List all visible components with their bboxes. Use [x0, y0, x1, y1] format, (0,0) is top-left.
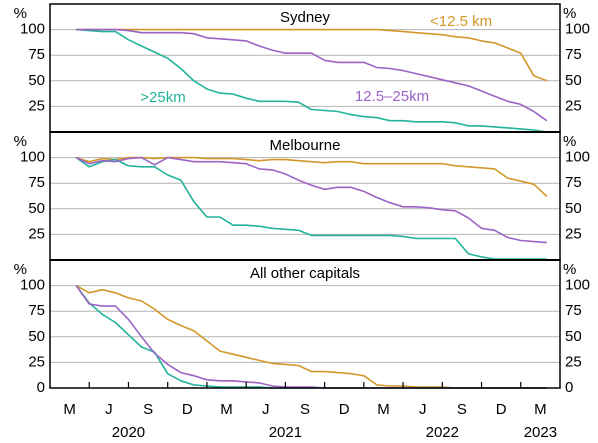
- series-label: >25km: [140, 89, 185, 106]
- y-axis-label-right: %: [563, 133, 576, 150]
- y-tick-label: 25: [28, 225, 45, 242]
- y-tick-label-right: 25: [565, 353, 582, 370]
- x-tick-label: M: [220, 401, 233, 418]
- series-line: [75, 156, 548, 198]
- series-line: [76, 28, 548, 122]
- y-tick-label-right: 100: [565, 149, 590, 166]
- series-line: [75, 156, 547, 260]
- y-axis-label: %: [14, 133, 27, 150]
- x-tick-label: J: [419, 401, 427, 418]
- y-tick-label-right: 50: [565, 72, 582, 89]
- y-axis-label-right: %: [563, 261, 576, 278]
- y-tick-label-right: 75: [565, 46, 582, 63]
- x-tick-label: J: [262, 401, 270, 418]
- x-tick-label: S: [143, 401, 153, 418]
- y-axis-label: %: [14, 261, 27, 278]
- y-tick-label: 75: [28, 302, 45, 319]
- y-tick-label: 100: [20, 149, 45, 166]
- series-label: <12.5 km: [430, 13, 492, 30]
- y-tick-label-right: 75: [565, 174, 582, 191]
- x-tick-label: M: [534, 401, 547, 418]
- year-label: 2023: [524, 424, 557, 441]
- series-label: 12.5–25km: [355, 88, 429, 105]
- year-label: 2021: [269, 424, 302, 441]
- y-tick-label-right: 0: [565, 379, 573, 396]
- x-tick-label: S: [300, 401, 310, 418]
- y-tick-label-right: 75: [565, 302, 582, 319]
- series-line: [76, 28, 548, 133]
- y-tick-label-right: 100: [565, 277, 590, 294]
- y-tick-label: 100: [20, 277, 45, 294]
- x-tick-label: M: [377, 401, 390, 418]
- x-tick-label: D: [339, 401, 350, 418]
- y-axis-label: %: [14, 5, 27, 22]
- y-tick-label-right: 50: [565, 328, 582, 345]
- y-tick-label: 25: [28, 353, 45, 370]
- y-tick-label: 50: [28, 72, 45, 89]
- y-tick-label: 75: [28, 46, 45, 63]
- panel-title: Sydney: [280, 9, 331, 26]
- y-tick-label: 25: [28, 97, 45, 114]
- year-label: 2020: [112, 424, 145, 441]
- panel-title: Melbourne: [270, 137, 341, 154]
- panel-title: All other capitals: [250, 265, 360, 282]
- y-tick-label-right: 25: [565, 97, 582, 114]
- y-tick-label: 0: [37, 379, 45, 396]
- y-axis-label-right: %: [563, 5, 576, 22]
- x-tick-label: J: [105, 401, 113, 418]
- series-line: [75, 156, 547, 244]
- y-tick-label: 50: [28, 200, 45, 217]
- x-tick-label: D: [182, 401, 193, 418]
- x-tick-label: D: [496, 401, 507, 418]
- y-tick-label: 100: [20, 21, 45, 38]
- y-tick-label: 75: [28, 174, 45, 191]
- y-tick-label: 50: [28, 328, 45, 345]
- y-tick-label-right: 100: [565, 21, 590, 38]
- year-label: 2022: [426, 424, 459, 441]
- x-tick-label: S: [457, 401, 467, 418]
- x-tick-label: M: [63, 401, 76, 418]
- series-line: [76, 28, 548, 82]
- y-tick-label-right: 50: [565, 200, 582, 217]
- y-tick-label-right: 25: [565, 225, 582, 242]
